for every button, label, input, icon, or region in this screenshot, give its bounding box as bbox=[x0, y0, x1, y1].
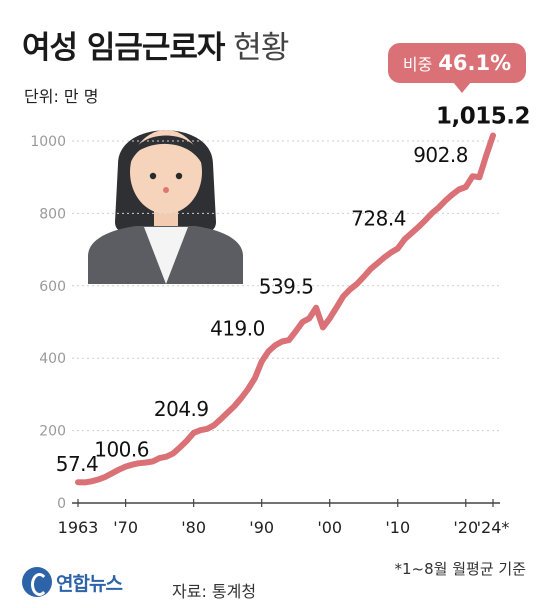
x-tick-label: '10 bbox=[385, 518, 410, 537]
x-tick-label: '90 bbox=[249, 518, 274, 537]
share-badge-value: 46.1% bbox=[438, 51, 512, 75]
logo-text: 연합뉴스 bbox=[56, 572, 123, 595]
data-label: 1,015.2 bbox=[436, 103, 530, 129]
data-label: 57.4 bbox=[56, 452, 99, 476]
data-label: 100.6 bbox=[94, 438, 149, 462]
share-badge: 비중 46.1% bbox=[388, 43, 526, 93]
logo: 연합뉴스 bbox=[22, 567, 123, 597]
footnote: *1~8월 월평균 기준 bbox=[394, 560, 527, 578]
data-label: 728.4 bbox=[351, 206, 406, 230]
data-label: 419.0 bbox=[210, 316, 265, 340]
unit-label: 단위: 만 명 bbox=[24, 87, 99, 106]
x-tick-label: 1963 bbox=[58, 518, 99, 537]
y-tick-label: 0 bbox=[57, 496, 66, 512]
woman-avatar-icon bbox=[88, 130, 243, 284]
y-tick-label: 400 bbox=[39, 351, 66, 367]
title-main: 여성 임금근로자 bbox=[22, 30, 225, 66]
y-tick-label: 800 bbox=[39, 206, 66, 222]
logo-icon bbox=[22, 567, 52, 597]
y-tick-label: 1000 bbox=[30, 134, 66, 150]
data-label: 204.9 bbox=[154, 397, 209, 421]
x-tick-label: '70 bbox=[113, 518, 138, 537]
x-tick-label: '20 bbox=[453, 518, 478, 537]
title-sub: 현황 bbox=[233, 30, 289, 66]
series-line bbox=[75, 132, 496, 486]
share-badge-label: 비중 bbox=[402, 55, 433, 74]
x-tick-label: '00 bbox=[317, 518, 342, 537]
y-tick-label: 200 bbox=[39, 424, 66, 440]
x-tick-label: '80 bbox=[181, 518, 206, 537]
chart-title: 여성 임금근로자 현황 bbox=[22, 22, 289, 67]
source-text: 자료: 통계청 bbox=[172, 582, 257, 601]
y-tick-label: 600 bbox=[39, 279, 66, 295]
x-tick-label: '24* bbox=[477, 518, 510, 537]
data-label: 902.8 bbox=[413, 143, 468, 167]
data-label: 539.5 bbox=[259, 275, 314, 299]
